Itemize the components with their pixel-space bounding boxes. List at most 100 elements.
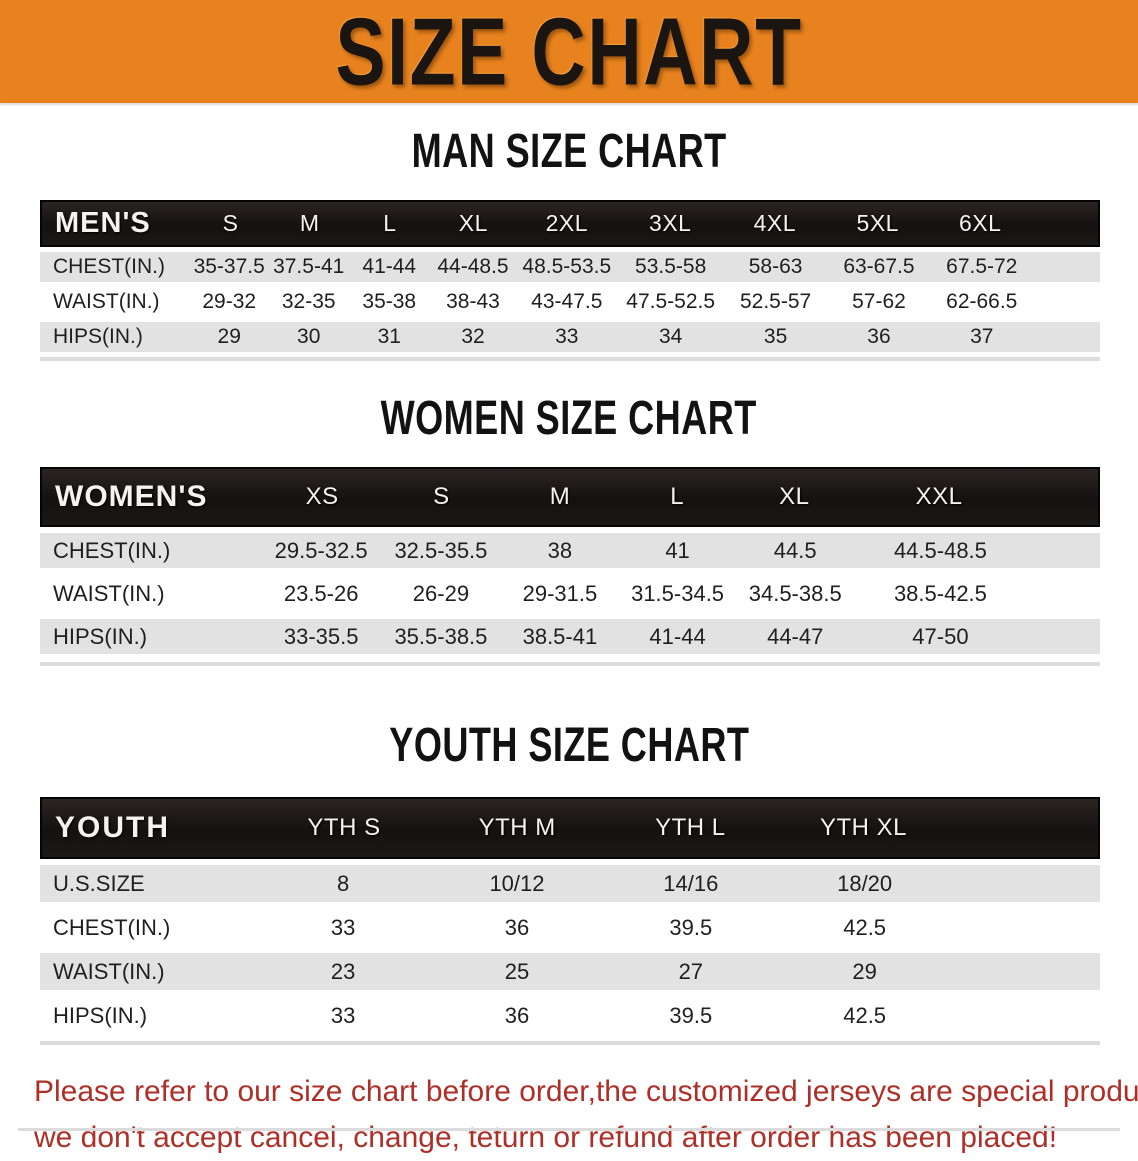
table-cell: XL (779, 483, 810, 510)
table-cell: 34.5-38.5 (748, 580, 842, 606)
table-cell: 36 (504, 914, 530, 940)
table-cell: 2XL (545, 210, 588, 236)
table-row: CHEST(IN.) 33 36 39.5 42.5 (40, 909, 1100, 946)
table-cell: 32.5-35.5 (394, 537, 488, 563)
table-cell: 38.5-41 (522, 623, 598, 649)
table-cell: 38 (547, 537, 573, 563)
table-cell: M (299, 210, 320, 236)
table-cell: YTH S (307, 814, 381, 841)
row-label: YOUTH (55, 811, 170, 844)
table-cell: 33 (555, 325, 579, 348)
table-row: HIPS(IN.) 33-35.5 35.5-38.5 38.5-41 41-44 44-… (40, 619, 1100, 654)
table-cell: 18/20 (837, 870, 893, 896)
table-cell: L (670, 483, 685, 510)
table-cell: 5XL (856, 210, 899, 236)
banner-title: SIZE CHART (335, 0, 803, 105)
size-chart-banner: SIZE CHART (0, 0, 1138, 103)
table-cell: M (549, 483, 571, 510)
disclaimer: Please refer to our size chart before or… (0, 1069, 1138, 1161)
table-cell: 33 (330, 914, 356, 940)
table-row: CHEST(IN.) 35-37.5 37.5-41 41-44 44-48.5 48.5… (40, 252, 1100, 282)
row-label: HIPS(IN.) (53, 623, 148, 649)
table-cell: 63-67.5 (843, 255, 915, 278)
table-cell: 52.5-57 (739, 290, 812, 313)
table-cell: 10/12 (489, 870, 545, 896)
disclaimer-line-1: Please refer to our size chart before or… (34, 1075, 1138, 1108)
table-row: HIPS(IN.) 33 36 39.5 42.5 (40, 997, 1100, 1034)
youth-size-table: YOUTH YTH S YTH M YTH L YTH XL U.S.SIZE 8 10/12… (40, 797, 1100, 1045)
table-cell: 34 (658, 325, 683, 348)
men-section-heading: MAN SIZE CHART (0, 124, 1138, 177)
table-cell: 41-44 (649, 623, 706, 649)
table-row: WAIST(IN.) 23.5-26 26-29 29-31.5 31.5-34.5 34… (40, 576, 1100, 611)
row-label: CHEST(IN.) (53, 914, 171, 940)
table-cell: 30 (297, 325, 321, 348)
table-cell: YTH XL (820, 814, 908, 841)
table-row: WAIST(IN.) 23 25 27 29 (40, 953, 1100, 990)
table-cell: 32 (461, 325, 485, 348)
table-cell: 33 (330, 1002, 356, 1028)
table-cell: 47-50 (912, 623, 969, 649)
row-label: HIPS(IN.) (53, 1002, 148, 1028)
women-heading-text: WOMEN SIZE CHART (380, 390, 758, 445)
table-cell: 23 (330, 958, 356, 984)
table-cell: L (383, 210, 397, 236)
table-cell: 25 (504, 958, 530, 984)
table-cell: 29 (217, 325, 241, 348)
table-cell: 29-32 (202, 290, 257, 313)
table-cell: 35.5-38.5 (394, 623, 488, 649)
table-cell: 39.5 (669, 1002, 713, 1028)
table-cell: XL (458, 210, 488, 236)
table-cell: 35-37.5 (193, 255, 265, 278)
row-label: CHEST(IN.) (53, 537, 171, 563)
table-cell: 58-63 (748, 255, 803, 278)
row-label: MEN'S (55, 207, 151, 239)
table-cell: 27 (678, 958, 704, 984)
table-cell: XS (305, 483, 339, 510)
table-cell: 37 (970, 325, 994, 348)
table-cell: 38.5-42.5 (893, 580, 987, 606)
table-cell: 48.5-53.5 (522, 255, 612, 278)
disclaimer-line-2: we don't accept cancel, change, teturn o… (34, 1121, 1058, 1154)
youth-section-heading: YOUTH SIZE CHART (0, 718, 1138, 771)
table-cell: 26-29 (412, 580, 470, 606)
table-cell: 44-47 (767, 623, 824, 649)
table-cell: 53.5-58 (635, 255, 707, 278)
table-row: U.S.SIZE 8 10/12 14/16 18/20 (40, 865, 1100, 902)
table-cell: 4XL (753, 210, 797, 236)
table-cell: 47.5-52.5 (626, 290, 716, 313)
table-cell: 44.5 (773, 537, 817, 563)
table-cell: 32-35 (281, 290, 336, 313)
table-cell: 44.5-48.5 (893, 537, 987, 563)
row-label: WOMEN'S (55, 480, 208, 513)
table-cell: 23.5-26 (283, 580, 359, 606)
table-cell: 31 (377, 325, 401, 348)
table-row: WAIST(IN.) 29-32 32-35 35-38 38-43 43-47.5 47.… (40, 287, 1100, 317)
men-heading-text: MAN SIZE CHART (411, 123, 727, 178)
row-label: HIPS(IN.) (53, 325, 143, 348)
table-cell: 41 (665, 537, 690, 563)
table-row: CHEST(IN.) 29.5-32.5 32.5-35.5 38 41 44.5 44.5… (40, 533, 1100, 568)
table-cell: 3XL (649, 210, 692, 236)
table-cell: 8 (337, 870, 350, 896)
table-cell: 44-48.5 (437, 255, 509, 278)
table-cell: 29.5-32.5 (274, 537, 368, 563)
table-cell: S (433, 483, 450, 510)
table-cell: 6XL (958, 210, 1002, 236)
table-cell: YTH M (478, 814, 556, 841)
table-header-row: WOMEN'S XS S M L XL XXL (40, 467, 1100, 527)
table-cell: 42.5 (843, 1002, 887, 1028)
table-cell: 29 (852, 958, 877, 984)
table-header-row: YOUTH YTH S YTH M YTH L YTH XL (40, 797, 1100, 859)
women-size-table: WOMEN'S XS S M L XL XXL CHEST(IN.) 29.5-32.5 32.5… (40, 467, 1100, 666)
table-cell: XXL (915, 483, 963, 510)
youth-heading-text: YOUTH SIZE CHART (388, 717, 750, 772)
row-label: WAIST(IN.) (53, 580, 165, 606)
row-label: CHEST(IN.) (53, 255, 165, 278)
table-cell: 39.5 (669, 914, 713, 940)
table-cell: 33-35.5 (283, 623, 359, 649)
table-cell: 43-47.5 (531, 290, 603, 313)
table-cell: 41-44 (362, 255, 417, 278)
table-cell: 35 (763, 325, 788, 348)
table-cell: 14/16 (663, 870, 719, 896)
